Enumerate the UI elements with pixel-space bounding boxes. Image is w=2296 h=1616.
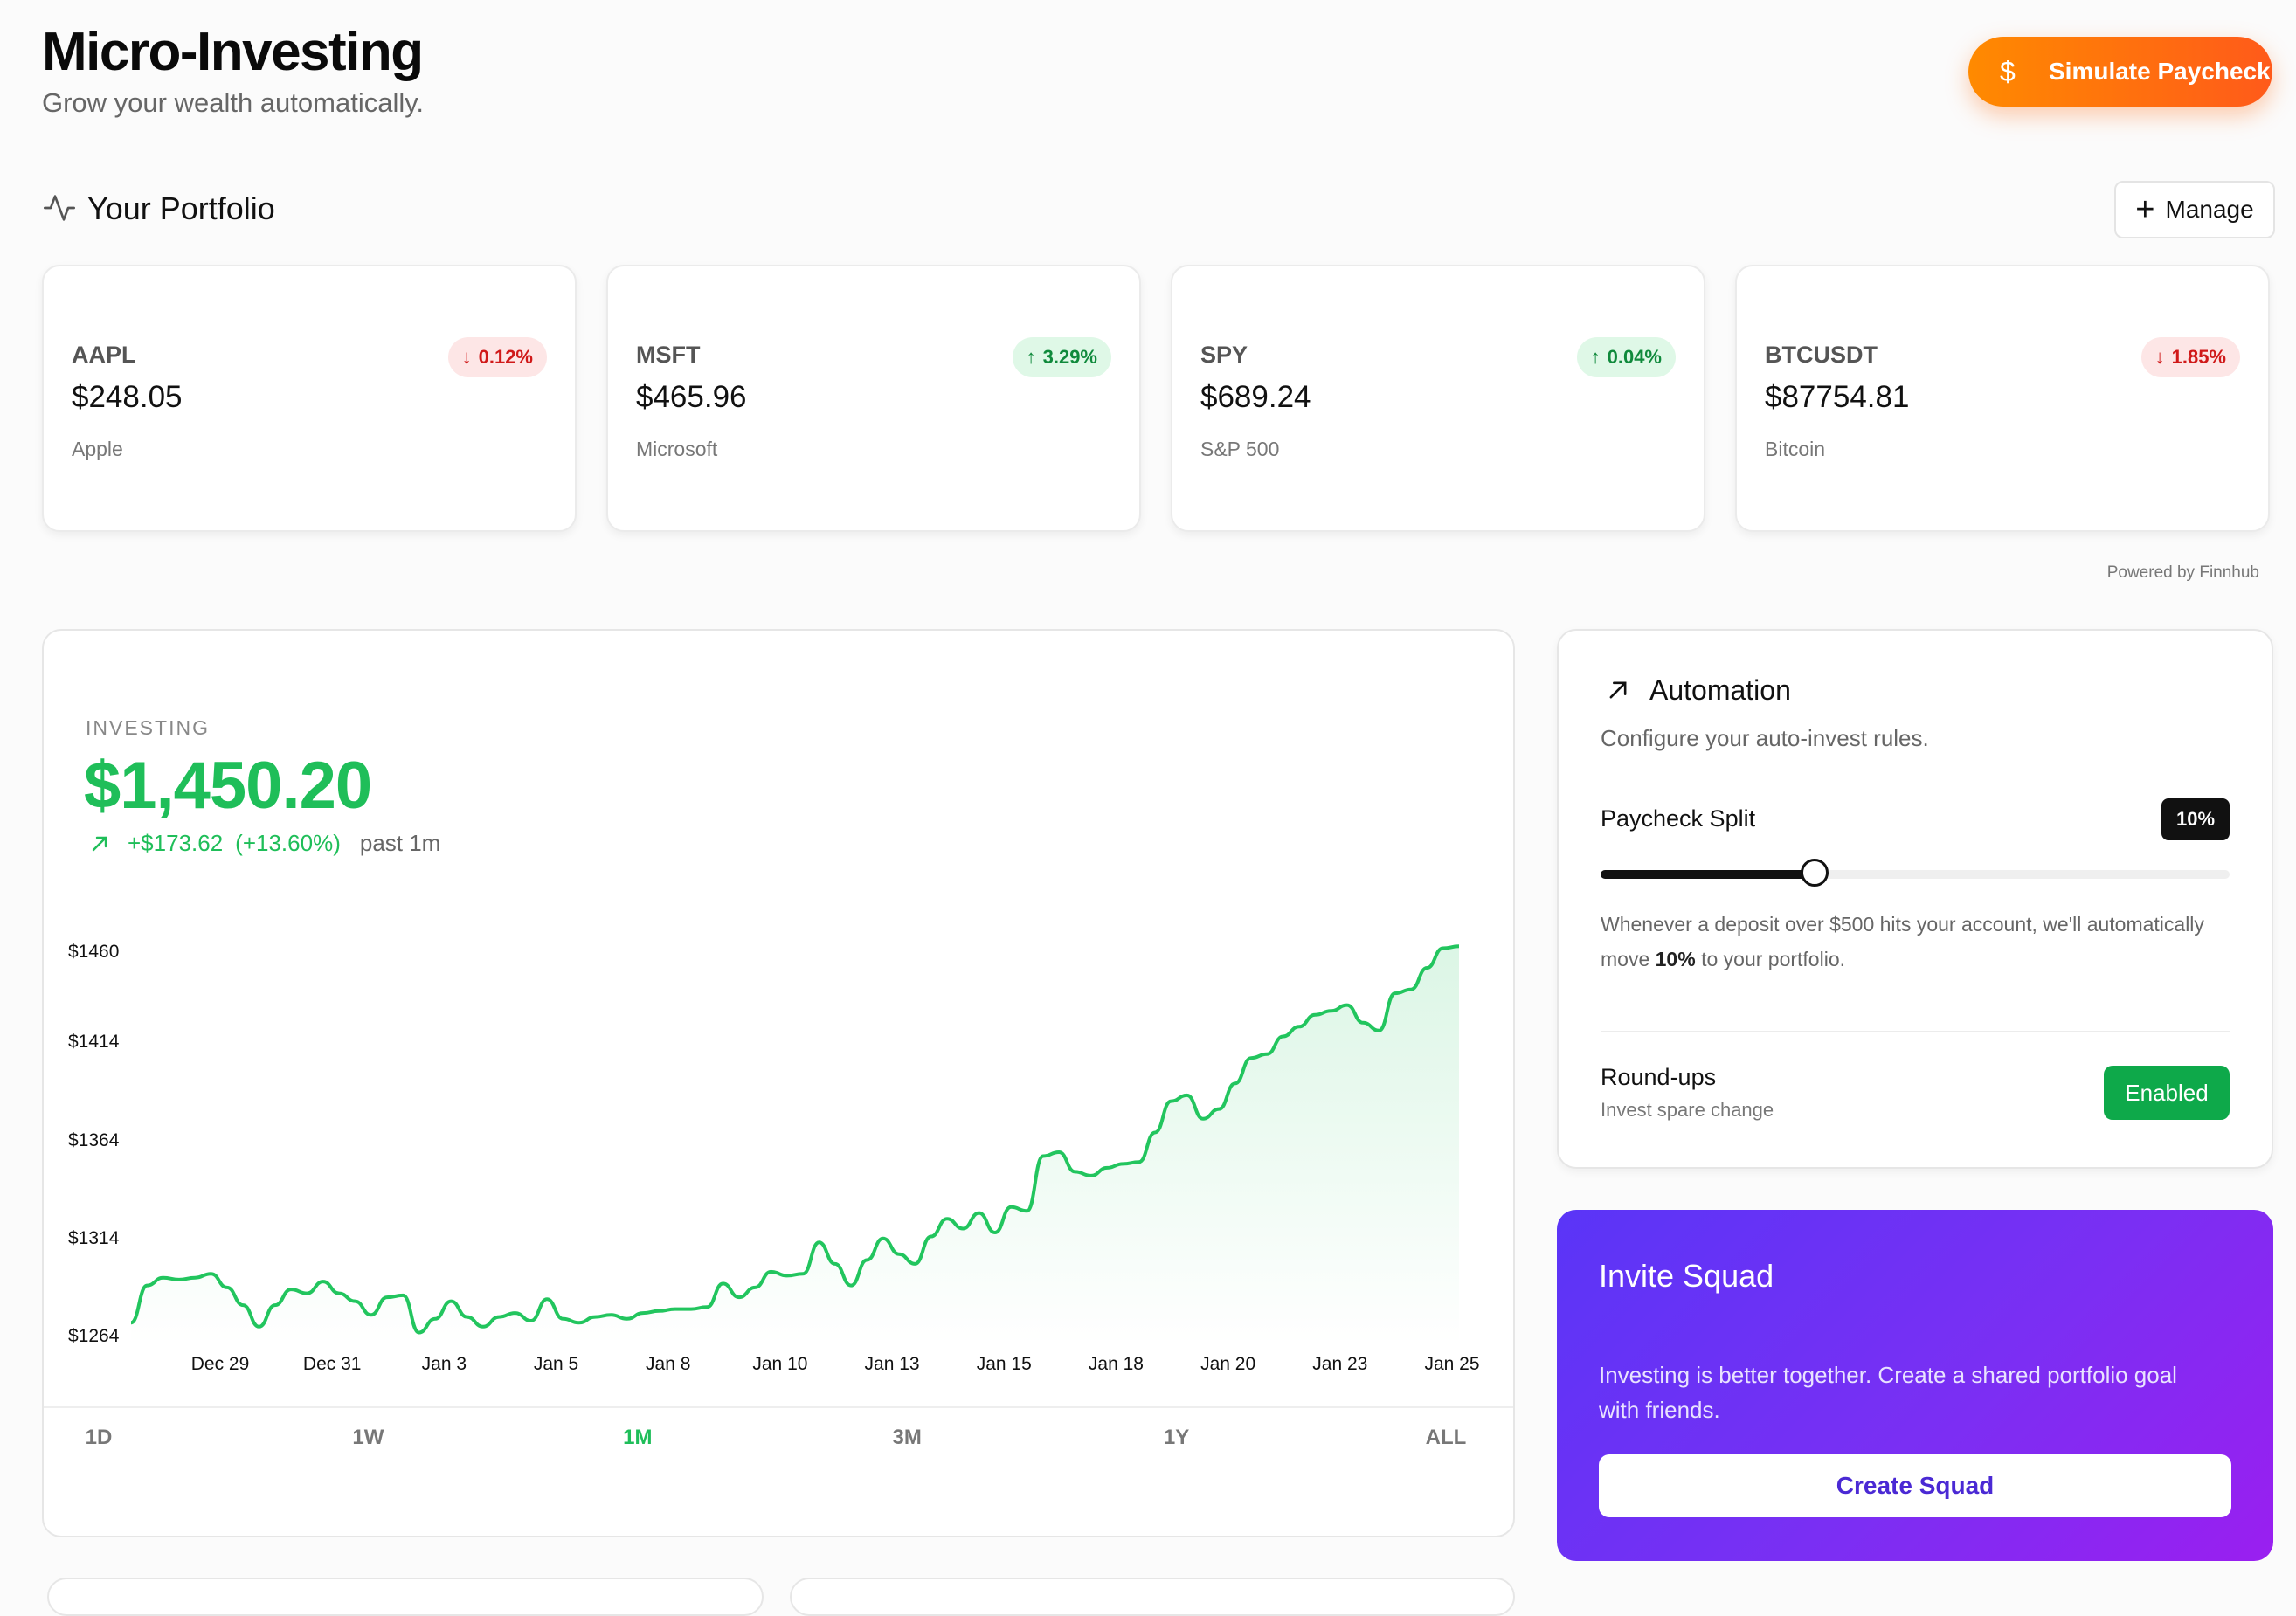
range-button-3m[interactable]: 3M (892, 1426, 922, 1449)
help-text-prefix: Whenever a deposit over $500 hits your a… (1601, 913, 2204, 970)
y-tick-label: $1264 (68, 1326, 120, 1346)
investing-change: +$173.62 (+13.60%) past 1m (89, 830, 440, 857)
ticker-change-value: 1.85% (2171, 346, 2226, 368)
help-text-bold: 10% (1655, 948, 1696, 970)
x-tick-label: Jan 8 (646, 1354, 691, 1374)
app-title: Micro-Investing (42, 22, 424, 82)
ticker-name: Apple (72, 438, 123, 460)
ticker-change-value: 3.29% (1042, 346, 1097, 368)
ticker-price: $248.05 (72, 380, 183, 414)
ticker-change-badge: ↓ 0.12% (447, 337, 547, 377)
arrow-down-icon: ↓ (461, 346, 472, 368)
roundups-enabled-button[interactable]: Enabled (2104, 1066, 2230, 1120)
arrow-down-icon: ↓ (2154, 346, 2165, 368)
ticker-card-aapl[interactable]: AAPL $248.05 Apple ↓ 0.12% (42, 265, 577, 532)
paycheck-split-badge: 10% (2161, 798, 2230, 840)
change-percent: (+13.60%) (235, 830, 341, 856)
squad-title: Invite Squad (1599, 1258, 1774, 1294)
arrow-up-icon: ↑ (1026, 346, 1036, 368)
simulate-paycheck-button[interactable]: $ Simulate Paycheck (1968, 37, 2272, 107)
ticker-name: Microsoft (636, 438, 718, 460)
x-tick-label: Dec 31 (302, 1354, 362, 1374)
automation-divider (1601, 1031, 2230, 1032)
paycheck-split-slider-fill (1601, 870, 1815, 879)
investing-value: $1,450.20 (84, 749, 372, 823)
x-tick-label: Jan 3 (421, 1354, 467, 1374)
ticker-price: $465.96 (636, 380, 747, 414)
roundups-title: Round-ups (1601, 1064, 1717, 1090)
range-button-1y[interactable]: 1Y (1163, 1426, 1190, 1449)
arrow-up-icon: ↑ (1590, 346, 1601, 368)
ticker-change-value: 0.04% (1607, 346, 1662, 368)
simulate-paycheck-label: Simulate Paycheck (2049, 58, 2271, 85)
y-tick-label: $1364 (68, 1129, 120, 1150)
ticker-symbol: MSFT (636, 342, 701, 368)
lower-card-right (790, 1578, 1515, 1616)
app-subtitle: Grow your wealth automatically. (42, 87, 425, 118)
range-button-1w[interactable]: 1W (352, 1426, 384, 1449)
y-tick-label: $1460 (68, 942, 120, 962)
x-tick-label: Jan 15 (976, 1354, 1032, 1374)
manage-button[interactable]: + Manage (2114, 181, 2275, 238)
automation-description: Configure your auto-invest rules. (1601, 725, 1929, 751)
ticker-change-value: 0.12% (478, 346, 533, 368)
paycheck-split-slider-track[interactable] (1601, 870, 2230, 879)
x-tick-label: Jan 25 (1424, 1354, 1480, 1374)
ticker-card-spy[interactable]: SPY $689.24 S&P 500 ↑ 0.04% (1171, 265, 1705, 532)
ticker-symbol: SPY (1200, 342, 1248, 368)
paycheck-split-slider-thumb[interactable] (1800, 859, 1829, 887)
roundups-subtitle: Invest spare change (1601, 1099, 1774, 1121)
change-period: past 1m (359, 830, 441, 856)
squad-text: Investing is better together. Create a s… (1599, 1362, 2177, 1423)
x-tick-label: Jan 5 (533, 1354, 579, 1374)
ticker-name: S&P 500 (1200, 438, 1280, 460)
ticker-change-badge: ↑ 3.29% (1012, 337, 1111, 377)
ticker-price: $689.24 (1200, 380, 1311, 414)
dollar-icon: $ (2000, 55, 2016, 87)
change-amount: +$173.62 (128, 830, 224, 856)
help-text-suffix: to your portfolio. (1695, 948, 1845, 970)
plus-icon: + (2135, 191, 2155, 228)
x-tick-label: Jan 13 (864, 1354, 920, 1374)
x-tick-label: Jan 20 (1200, 1354, 1256, 1374)
paycheck-split-help: Whenever a deposit over $500 hits your a… (1601, 907, 2212, 977)
ticker-change-badge: ↑ 0.04% (1576, 337, 1676, 377)
ticker-change-badge: ↓ 1.85% (2140, 337, 2240, 377)
automation-title: Automation (1649, 674, 1791, 706)
ticker-card-msft[interactable]: MSFT $465.96 Microsoft ↑ 3.29% (606, 265, 1141, 532)
x-tick-label: Dec 29 (190, 1354, 250, 1374)
activity-icon (44, 195, 75, 221)
ticker-symbol: AAPL (72, 342, 136, 368)
x-tick-label: Jan 10 (752, 1354, 808, 1374)
y-tick-label: $1314 (68, 1227, 120, 1248)
ticker-name: Bitcoin (1765, 438, 1826, 460)
ticker-symbol: BTCUSDT (1765, 342, 1878, 368)
powered-by-note: Powered by Finnhub (2106, 563, 2259, 582)
lower-card-left (47, 1578, 764, 1616)
portfolio-title: Your Portfolio (87, 190, 275, 226)
range-button-1d[interactable]: 1D (85, 1426, 113, 1449)
range-button-all[interactable]: ALL (1425, 1426, 1467, 1449)
range-button-1m[interactable]: 1M (623, 1426, 653, 1449)
ticker-card-btcusdt[interactable]: BTCUSDT $87754.81 Bitcoin ↓ 1.85% (1735, 265, 2270, 532)
range-divider (44, 1406, 1513, 1408)
x-tick-label: Jan 23 (1312, 1354, 1368, 1374)
arrow-up-right-icon (1609, 681, 1627, 699)
investing-label: INVESTING (86, 716, 210, 739)
y-tick-label: $1414 (68, 1032, 120, 1053)
paycheck-split-label: Paycheck Split (1601, 805, 1756, 832)
ticker-price: $87754.81 (1765, 380, 1910, 414)
create-squad-button[interactable]: Create Squad (1599, 1454, 2231, 1517)
x-tick-label: Jan 18 (1088, 1354, 1144, 1374)
trend-up-icon (92, 836, 107, 851)
manage-label: Manage (2165, 196, 2254, 223)
